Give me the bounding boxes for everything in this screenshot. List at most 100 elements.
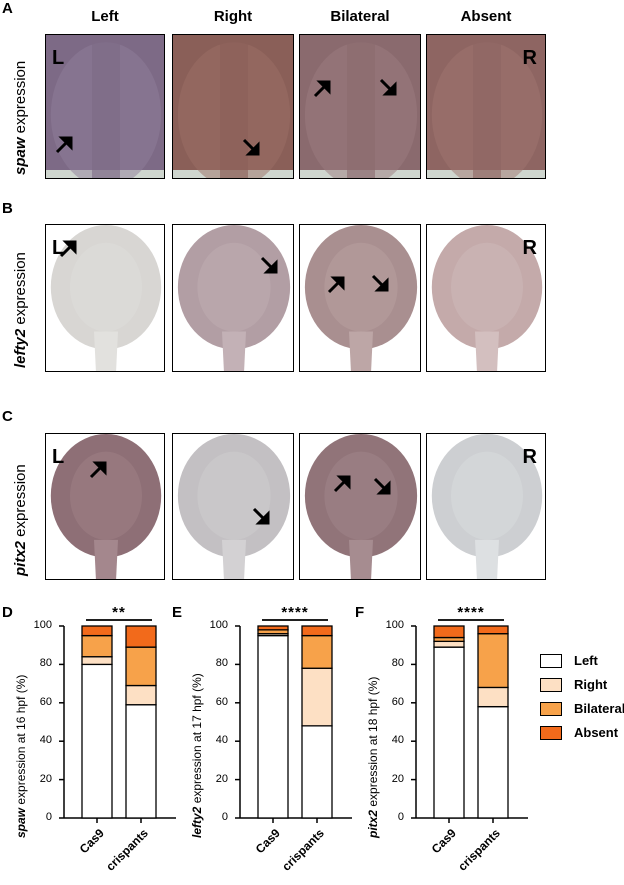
side-label-right: R (522, 446, 537, 468)
y-tick-label: 40 (391, 734, 404, 747)
legend-swatch (540, 653, 562, 668)
significance-marker: ** (112, 604, 126, 621)
bar-segment-right (477, 686, 509, 708)
column-header-right: Right (213, 8, 253, 25)
arrow-icon (89, 459, 109, 479)
arrow-icon (55, 134, 75, 154)
arrow-icon (371, 274, 391, 294)
legend-swatch (540, 725, 562, 740)
y-tick-label: 0 (45, 811, 52, 823)
arrow-icon (59, 238, 79, 258)
panel-letter: D (2, 604, 13, 621)
row-label-suffix: expression (12, 60, 29, 138)
legend-swatch (540, 701, 562, 716)
legend-item-left: Left (540, 653, 598, 668)
arrow-icon (333, 473, 353, 493)
bar-segment-absent (125, 625, 157, 648)
y-tick-label: 0 (397, 811, 404, 823)
arrow-icon (313, 78, 333, 98)
legend-swatch (540, 677, 562, 692)
y-tick-label: 40 (39, 734, 52, 747)
y-tick-label: 20 (39, 772, 52, 785)
bar-segment-right (125, 684, 157, 706)
bar-segment-left (257, 634, 289, 819)
stacked-bar-chart (411, 619, 528, 823)
column-header-left: Left (91, 8, 119, 25)
column-header-bilateral: Bilateral (330, 8, 390, 25)
bar-segment-right (301, 667, 333, 727)
legend-item-bilateral: Bilateral (540, 701, 624, 716)
legend-label: Right (574, 677, 608, 692)
significance-marker: **** (281, 604, 309, 621)
gene-name: spaw (12, 137, 29, 175)
panel-letter: E (172, 604, 183, 621)
y-axis-label: pitx2 expression at 18 hpf (%) (366, 677, 380, 838)
embryo-image-left: L (45, 34, 165, 179)
bar-segment-left (433, 646, 465, 819)
arrow-icon (373, 477, 393, 497)
bar-segment-bilateral (477, 633, 509, 689)
gene-name: pitx2 (12, 540, 29, 576)
embryo-image-left: L (45, 433, 165, 580)
y-tick-label: 40 (215, 734, 228, 747)
gene-name: spaw (14, 807, 28, 838)
y-tick-label: 100 (209, 619, 228, 631)
y-tick-label: 80 (215, 657, 228, 670)
bar-segment-bilateral (125, 646, 157, 687)
y-axis-label-suffix: expression at 18 hpf (%) (366, 676, 380, 810)
y-tick-label: 60 (39, 695, 52, 708)
y-tick-label: 60 (215, 695, 228, 708)
gene-name: lefty2 (12, 328, 29, 368)
bar-segment-bilateral (81, 634, 113, 658)
y-tick-label: 100 (33, 619, 52, 631)
stacked-bar-chart (235, 619, 352, 823)
y-axis-label: lefty2 expression at 17 hpf (%) (190, 673, 204, 838)
stacked-bar-chart (59, 619, 176, 823)
y-tick-label: 80 (391, 657, 404, 670)
y-axis-label: spaw expression at 16 hpf (%) (14, 675, 28, 838)
significance-marker: **** (457, 604, 485, 621)
embryo-image-bilateral (299, 433, 421, 580)
bar-segment-absent (477, 625, 509, 635)
column-header-absent: Absent (460, 8, 512, 25)
arrow-icon (260, 256, 280, 276)
arrow-icon (242, 138, 262, 158)
panel-letter: B (2, 200, 13, 217)
embryo-image-bilateral (299, 224, 421, 372)
embryo-image-absent: R (426, 34, 546, 179)
arrow-icon (327, 274, 347, 294)
bar-segment-bilateral (301, 634, 333, 669)
embryo-image-absent: R (426, 433, 546, 580)
y-tick-label: 0 (221, 811, 228, 823)
bar-segment-right (433, 640, 465, 648)
gene-name: lefty2 (190, 806, 204, 838)
legend-item-absent: Absent (540, 725, 618, 740)
panel-letter: F (355, 604, 365, 621)
side-label-left: L (52, 446, 65, 468)
row-label: lefty2 expression (12, 252, 29, 368)
side-label-right: R (522, 237, 537, 259)
panel-letter: A (2, 0, 13, 17)
bar-segment-absent (257, 625, 289, 631)
bar-segment-absent (81, 625, 113, 637)
bar-segment-right (81, 656, 113, 666)
legend-item-right: Right (540, 677, 607, 692)
embryo-image-bilateral (299, 34, 421, 179)
bar-segment-left (301, 725, 333, 819)
bar-segment-left (125, 704, 157, 819)
embryo-image-right (172, 433, 294, 580)
y-tick-label: 60 (391, 695, 404, 708)
row-label: pitx2 expression (12, 464, 29, 576)
y-axis-label-suffix: expression at 17 hpf (%) (190, 673, 204, 807)
side-label-right: R (522, 47, 537, 69)
y-tick-label: 20 (215, 772, 228, 785)
row-label-suffix: expression (12, 252, 29, 329)
bar-segment-left (477, 705, 509, 819)
embryo-image-absent: R (426, 224, 546, 372)
bar-segment-absent (301, 625, 333, 637)
arrow-icon (379, 78, 399, 98)
row-label-suffix: expression (12, 464, 29, 541)
bar-segment-absent (433, 625, 465, 639)
y-tick-label: 20 (391, 772, 404, 785)
side-label-left: L (52, 237, 65, 259)
